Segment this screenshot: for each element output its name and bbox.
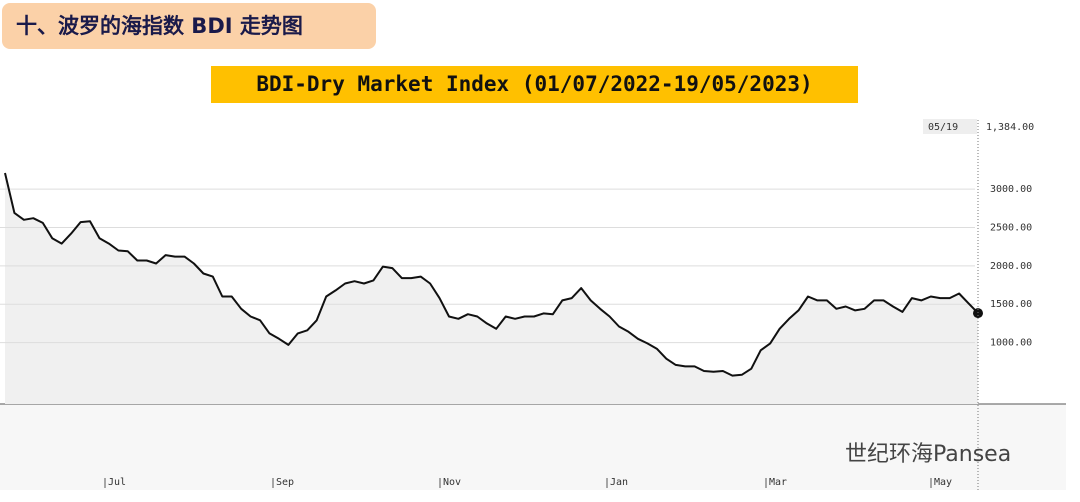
x-tick-label: Jan [610,477,628,488]
lower-panel [0,404,1066,490]
y-tick-label: 3000.00 [990,184,1032,195]
chart-title: BDI-Dry Market Index (01/07/2022-19/05/2… [211,66,858,103]
x-tick-label: Jul [108,477,126,488]
y-tick-label: 2000.00 [990,261,1032,272]
area [5,173,978,404]
y-tick-label: 1500.00 [990,299,1032,310]
end-date: 05/19 [928,122,958,133]
x-tick-label: Nov [443,477,461,488]
end-point [973,308,983,319]
end-value: 1,384.00 [986,122,1034,133]
x-tick-label: May [934,477,952,488]
y-tick-label: 2500.00 [990,222,1032,233]
y-tick-label: 1000.00 [990,338,1032,349]
section-header: 十、波罗的海指数 BDI 走势图 [2,3,376,49]
x-tick-label: Sep [276,477,294,488]
watermark: 世纪环海Pansea [845,442,1011,467]
end-date-box [923,119,977,134]
x-tick-label: Mar [769,477,787,488]
line [4,172,979,377]
